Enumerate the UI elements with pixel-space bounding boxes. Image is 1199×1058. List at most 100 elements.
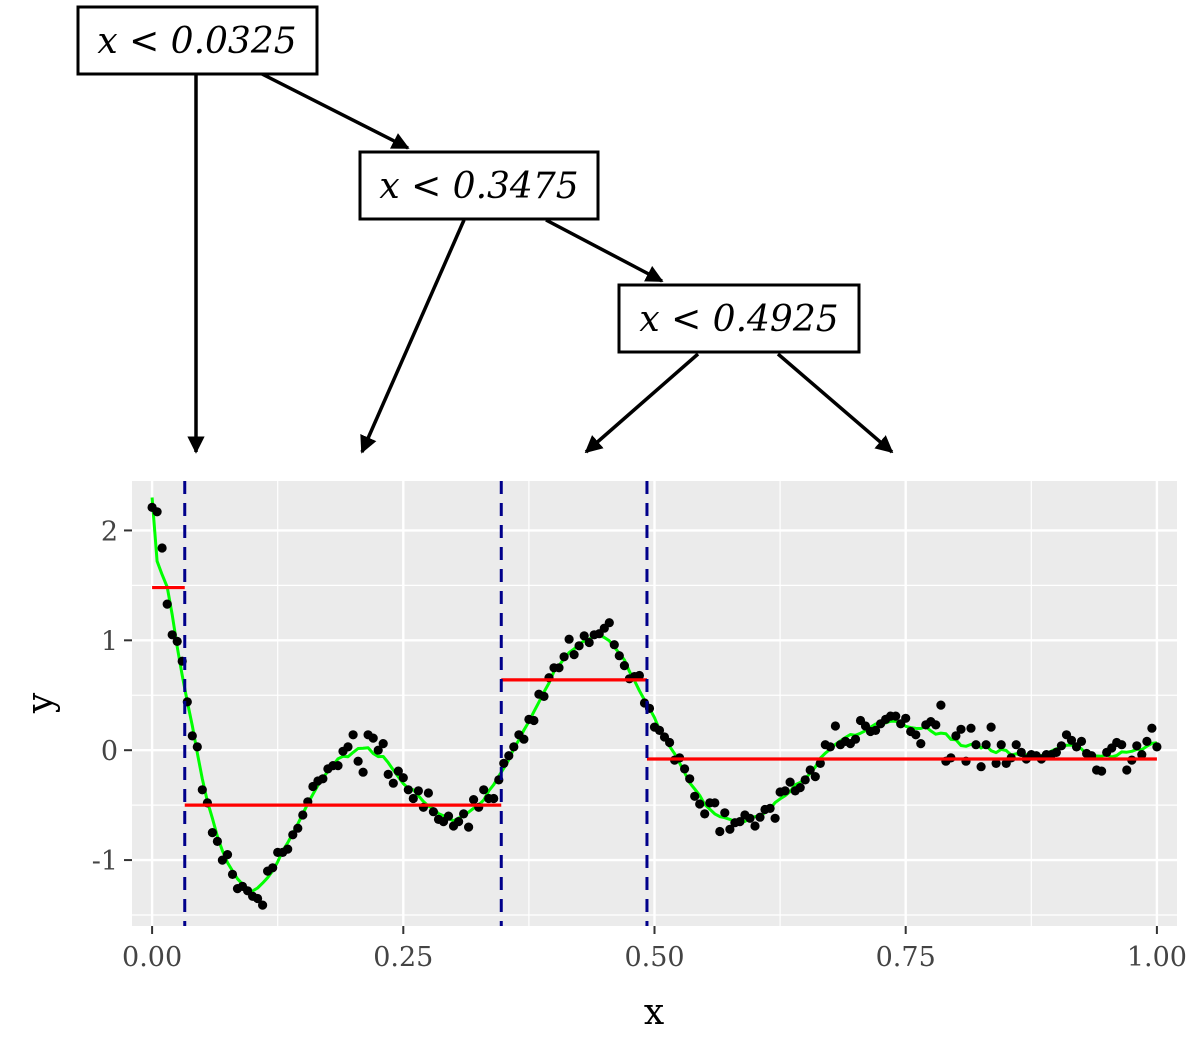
data-point (665, 737, 675, 748)
data-point (825, 742, 835, 752)
data-point (358, 767, 368, 777)
data-point (1122, 765, 1132, 775)
data-point (212, 836, 222, 847)
data-point (996, 740, 1006, 750)
tree-node-label: x < 0.4925 (639, 299, 838, 340)
tree-node-third: x < 0.4925 (617, 283, 861, 354)
data-point (574, 641, 584, 651)
data-point (1137, 750, 1147, 760)
data-point (654, 725, 665, 736)
data-point (1142, 736, 1152, 747)
data-point (469, 795, 479, 805)
data-point (258, 900, 268, 910)
data-point (795, 783, 805, 793)
data-point (318, 774, 328, 784)
data-point (393, 766, 403, 776)
axes: 0.00 0.25 0.50 0.75 1.00 -1 0 1 2 (92, 516, 1187, 973)
data-point (1056, 741, 1066, 751)
data-point (891, 711, 901, 721)
data-point (805, 765, 815, 775)
data-point (619, 661, 630, 671)
data-point (489, 793, 499, 804)
data-point (157, 543, 167, 553)
data-point (368, 733, 378, 743)
data-point (1076, 736, 1087, 747)
x-tick-label: 0.00 (122, 942, 182, 973)
tree-node-root: x < 0.0325 (76, 5, 319, 76)
data-point (343, 742, 353, 752)
data-point (1147, 723, 1157, 733)
data-point (378, 739, 388, 749)
data-point (695, 799, 705, 809)
data-point (976, 762, 986, 772)
data-point (966, 723, 976, 733)
y-tick-label: -1 (92, 846, 118, 877)
data-point (901, 713, 911, 723)
data-point (725, 824, 735, 834)
data-point (283, 844, 293, 854)
tree-node-label: x < 0.3475 (379, 166, 578, 207)
edge-root-to-node2-arrow (261, 72, 410, 150)
data-point (690, 791, 700, 801)
grid-lines (132, 481, 1177, 926)
data-point (293, 823, 303, 833)
data-point (403, 785, 413, 795)
data-point (569, 650, 579, 660)
data-point (172, 636, 182, 647)
tree-node-label: x < 0.0325 (97, 21, 296, 62)
data-point (222, 850, 233, 860)
data-point (333, 761, 343, 771)
edge-node2-to-node3-arrow (545, 218, 664, 283)
data-point (1132, 741, 1142, 751)
data-point (253, 893, 263, 904)
data-point (454, 817, 464, 827)
data-point (579, 631, 589, 641)
data-point (916, 739, 926, 749)
data-point (464, 822, 474, 832)
x-tick-label: 0.25 (373, 942, 433, 973)
data-point (830, 721, 841, 731)
split-lines (183, 481, 649, 926)
tree-node-box (617, 283, 861, 354)
y-tick-label: 0 (101, 736, 118, 767)
edge-node3-to-leaf4-arrow (776, 352, 894, 454)
edge-node2-to-leaf2-arrow (360, 219, 466, 454)
data-point (1011, 740, 1021, 750)
data-point (604, 618, 614, 628)
data-point (871, 725, 881, 736)
data-point (634, 670, 645, 681)
data-point (353, 756, 363, 766)
data-point (750, 821, 760, 831)
data-point (554, 663, 564, 673)
data-point (383, 769, 393, 780)
x-tick-label: 0.50 (624, 942, 684, 973)
data-point (428, 807, 438, 817)
data-point (614, 651, 624, 661)
scatter-points (147, 502, 1162, 910)
data-point (986, 722, 996, 732)
data-point (509, 742, 519, 752)
data-point (408, 793, 418, 804)
data-point (850, 734, 861, 744)
data-point (981, 740, 991, 750)
data-point (770, 813, 780, 823)
data-point (815, 758, 825, 769)
data-point (685, 774, 695, 784)
data-point (745, 813, 755, 823)
data-point (936, 700, 946, 710)
decision-tree: x < 0.0325 x < 0.3475 x < 0.4925 (76, 5, 894, 454)
x-tick-label: 1.00 (1127, 942, 1187, 973)
data-point (1097, 766, 1107, 776)
data-point (268, 863, 278, 873)
data-point (413, 786, 423, 796)
tree-node-box (358, 150, 600, 221)
data-point (609, 640, 619, 650)
data-point (373, 745, 383, 755)
data-point (680, 764, 690, 774)
data-point (1066, 735, 1077, 745)
tree-edges (187, 72, 894, 454)
x-tick-label: 0.75 (876, 942, 936, 973)
data-point (710, 798, 720, 808)
data-point (584, 637, 594, 648)
